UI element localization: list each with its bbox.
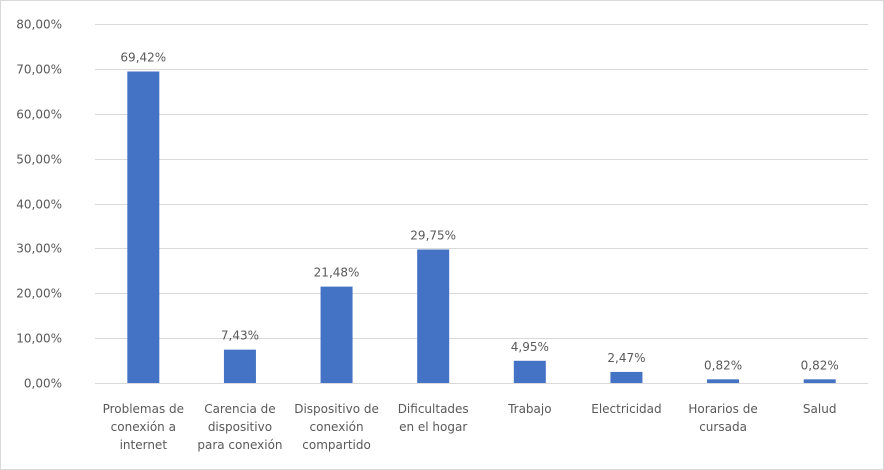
- bar-7: [803, 379, 836, 383]
- bar-2: [320, 286, 353, 383]
- y-tick-label: 60,00%: [16, 108, 62, 122]
- y-axis-tick-labels: 0,00% 10,00% 20,00% 30,00% 40,00% 50,00% 60,00…: [16, 18, 62, 391]
- y-tick-label: 70,00%: [16, 63, 62, 77]
- y-tick-label: 0,00%: [24, 377, 62, 391]
- x-category-label: Horarios de cursada: [688, 402, 757, 434]
- x-category-label: Problemas de conexión a internet: [103, 402, 184, 452]
- gridlines: [95, 24, 868, 384]
- x-category-label: Dispositivo de conexión compartido: [294, 402, 379, 452]
- bar-3: [417, 249, 450, 383]
- data-label: 0,82%: [801, 358, 839, 372]
- x-axis-category-labels: Problemas de conexión a internet Carencia d…: [103, 402, 837, 452]
- x-category-label: Carencia de dispositivo para conexión: [197, 402, 282, 452]
- bar-0: [127, 71, 160, 383]
- x-category-label: Salud: [803, 402, 837, 416]
- bar-1: [223, 349, 256, 383]
- bar-6: [707, 379, 740, 383]
- y-tick-label: 50,00%: [16, 153, 62, 167]
- data-label: 69,42%: [120, 50, 166, 64]
- data-label: 4,95%: [511, 340, 549, 354]
- x-category-label: Trabajo: [507, 402, 552, 416]
- y-tick-label: 20,00%: [16, 287, 62, 301]
- bar-5: [610, 371, 643, 383]
- x-category-label: Dificultades en el hogar: [398, 402, 469, 434]
- x-category-label: Electricidad: [591, 402, 661, 416]
- data-label: 21,48%: [314, 266, 360, 280]
- bars: [127, 71, 836, 383]
- data-label: 7,43%: [221, 329, 259, 343]
- data-labels: 69,42% 7,43% 21,48% 29,75% 4,95% 2,47% 0,82% 0,…: [120, 50, 838, 372]
- y-tick-label: 10,00%: [16, 332, 62, 346]
- data-label: 2,47%: [607, 351, 645, 365]
- data-label: 0,82%: [704, 358, 742, 372]
- y-tick-label: 40,00%: [16, 198, 62, 212]
- y-tick-label: 30,00%: [16, 242, 62, 256]
- data-label: 29,75%: [410, 228, 456, 242]
- bar-4: [513, 360, 546, 383]
- y-tick-label: 80,00%: [16, 18, 62, 32]
